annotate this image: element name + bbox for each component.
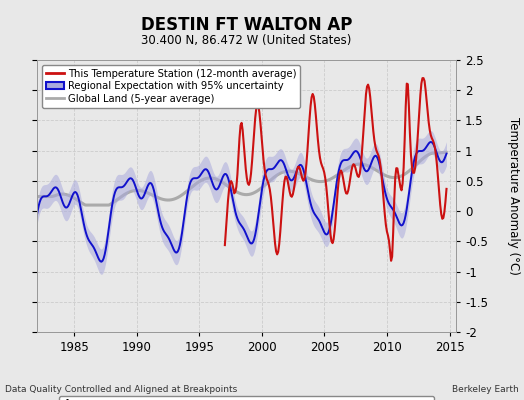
Text: Data Quality Controlled and Aligned at Breakpoints: Data Quality Controlled and Aligned at B… [5,385,237,394]
Y-axis label: Temperature Anomaly (°C): Temperature Anomaly (°C) [507,117,520,275]
Legend: Station Move, Record Gap, Time of Obs. Change, Empirical Break: Station Move, Record Gap, Time of Obs. C… [59,396,434,400]
Text: Berkeley Earth: Berkeley Earth [452,385,519,394]
Text: 30.400 N, 86.472 W (United States): 30.400 N, 86.472 W (United States) [141,34,352,47]
Text: DESTIN FT WALTON AP: DESTIN FT WALTON AP [140,16,352,34]
